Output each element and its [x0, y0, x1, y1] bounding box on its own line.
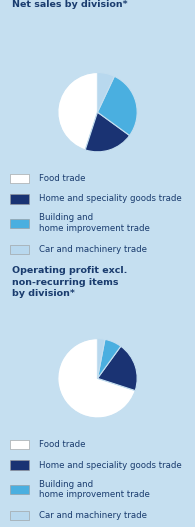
- Bar: [10, 219, 29, 228]
- Text: Food trade: Food trade: [39, 174, 85, 183]
- Wedge shape: [98, 76, 137, 135]
- Wedge shape: [98, 73, 114, 112]
- Bar: [10, 485, 29, 494]
- Bar: [10, 194, 29, 203]
- Text: Net sales by division*: Net sales by division*: [12, 0, 127, 9]
- Wedge shape: [85, 112, 130, 152]
- Bar: [10, 511, 29, 521]
- Text: Building and
home improvement trade: Building and home improvement trade: [39, 213, 150, 233]
- Text: Home and speciality goods trade: Home and speciality goods trade: [39, 194, 182, 203]
- Text: Food trade: Food trade: [39, 440, 85, 449]
- Wedge shape: [58, 339, 135, 418]
- Wedge shape: [98, 339, 121, 378]
- Wedge shape: [98, 346, 137, 391]
- Wedge shape: [58, 73, 98, 150]
- Text: Car and machinery trade: Car and machinery trade: [39, 511, 147, 520]
- Bar: [10, 440, 29, 449]
- Text: Home and speciality goods trade: Home and speciality goods trade: [39, 461, 182, 470]
- Text: Operating profit excl.
non-recurring items
by division*: Operating profit excl. non-recurring ite…: [12, 266, 127, 298]
- Text: Building and
home improvement trade: Building and home improvement trade: [39, 480, 150, 499]
- Bar: [10, 173, 29, 183]
- Wedge shape: [98, 339, 105, 378]
- Bar: [10, 245, 29, 255]
- Bar: [10, 460, 29, 470]
- Text: Car and machinery trade: Car and machinery trade: [39, 245, 147, 254]
